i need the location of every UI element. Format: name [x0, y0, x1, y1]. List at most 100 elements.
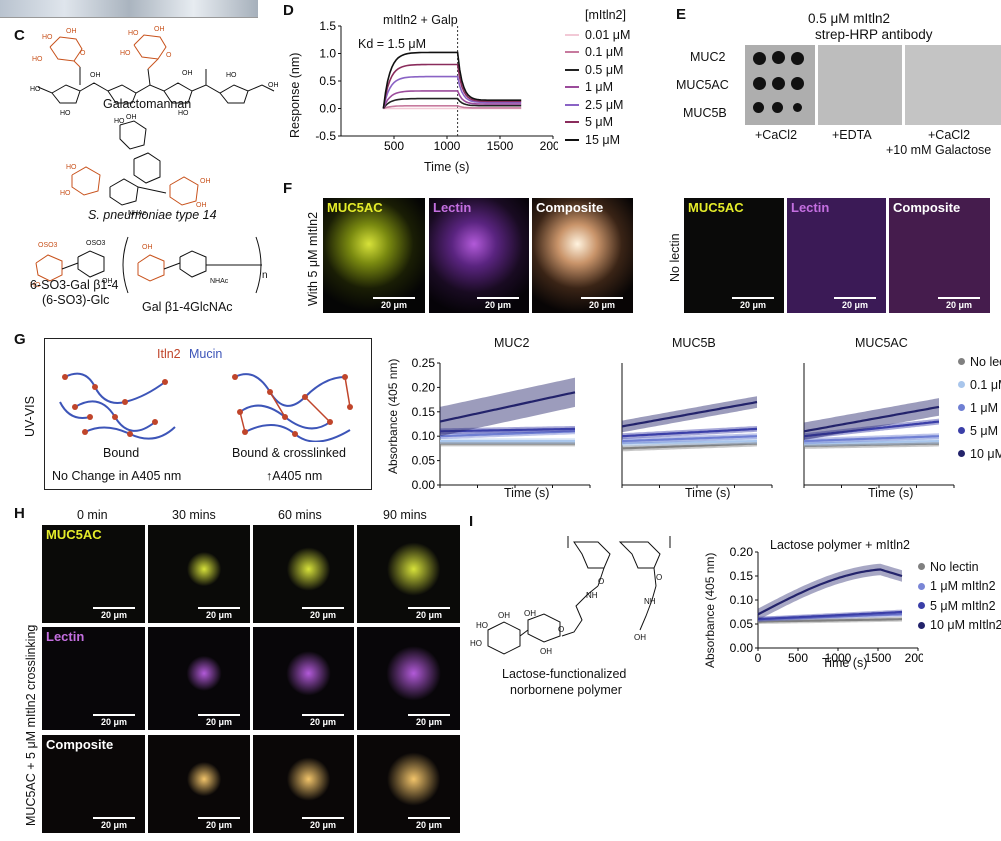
y-tick-label: 0.15	[412, 405, 436, 419]
legend-item: 1 μM	[565, 79, 630, 97]
repeat-n: n	[262, 270, 268, 281]
legend-item: 10 μM mItln2	[918, 616, 1001, 636]
blot-col-cacl2: +CaCl2	[755, 128, 798, 142]
x-tick-label: 0	[801, 488, 808, 490]
g-title-muc5ac: MUC5AC	[855, 336, 908, 350]
panel-g-schematic	[59, 372, 353, 442]
x-tick-label: 1000	[866, 488, 893, 490]
legend-item: 0.5 μM	[565, 61, 630, 79]
micro-h-tile: 20 μm	[148, 735, 250, 833]
legend-item: 5 μM	[958, 419, 1001, 442]
svg-text:O: O	[558, 625, 564, 634]
svg-text:HO: HO	[60, 110, 71, 117]
top-image-strip	[0, 0, 258, 18]
svg-text:OH: OH	[196, 202, 207, 209]
series-line	[621, 400, 758, 428]
lacnac-label: Gal β1-4GlcNAc	[142, 300, 233, 314]
panel-d-xlabel: Time (s)	[424, 160, 470, 174]
panel-letter-d: D	[283, 2, 294, 19]
x-tick-label: 500	[831, 488, 851, 490]
blot-edta	[818, 45, 902, 125]
y-tick-label: 0.00	[730, 641, 754, 655]
scale-bar: 20 μm	[302, 607, 344, 620]
series-line	[757, 568, 903, 616]
x-tick-label: 0	[437, 488, 444, 490]
micro-h-row-label: Lectin	[46, 629, 85, 644]
micro-f-muc5ac: MUC5AC 20 μm	[323, 198, 425, 313]
micro-h-tile: 20 μm	[148, 525, 250, 623]
y-tick-label: 1.5	[319, 19, 336, 33]
scale-bar: 20 μm	[93, 607, 135, 620]
scale-bar: 20 μm	[198, 817, 240, 830]
svg-text:OH: OH	[182, 70, 193, 77]
x-tick-label: 1500	[865, 651, 892, 665]
series-line	[757, 610, 903, 621]
svg-text:O: O	[80, 50, 86, 57]
legend-item: No lectin	[918, 557, 1001, 577]
svg-text:NH: NH	[644, 597, 656, 606]
series-line	[439, 430, 576, 438]
scale-bar: 20 μm	[198, 714, 240, 727]
svg-text:OH: OH	[126, 114, 137, 121]
x-tick-label: 1500	[903, 488, 930, 490]
panel-f-left-label: With 5 μM mItln2	[306, 211, 320, 306]
x-tick-label: 1500	[539, 488, 566, 490]
svg-text:OH: OH	[102, 278, 113, 285]
y-tick-label: 0.10	[412, 429, 436, 443]
panel-d-legend: 0.01 μM 0.1 μM 0.5 μM 1 μM 2.5 μM 5 μM 15 μM	[565, 26, 630, 149]
sulfated-label-2: (6-SO3)-Glc	[42, 293, 110, 307]
legend-item: 0.01 μM	[565, 26, 630, 44]
series-line	[804, 440, 939, 445]
g-xlabel-3: Time (s)	[868, 486, 914, 500]
micro-h-tile: 20 μm	[148, 627, 250, 730]
blot-row-muc2: MUC2	[690, 50, 726, 64]
svg-text:NHAc: NHAc	[210, 278, 229, 285]
series-line	[382, 75, 522, 109]
panel-letter-c: C	[14, 27, 25, 44]
series-line	[622, 440, 757, 445]
h-col-60: 60 mins	[278, 508, 322, 522]
svg-text:HO: HO	[32, 56, 43, 63]
scale-bar: 20 μm	[408, 817, 450, 830]
y-tick-label: 0.20	[730, 546, 754, 559]
series-line	[803, 442, 940, 448]
svg-text:OH: OH	[498, 611, 510, 620]
series-line	[382, 97, 522, 109]
micro-h-tile: 20 μm	[253, 627, 354, 730]
x-tick-label: 500	[788, 651, 808, 665]
x-tick-label: 500	[384, 139, 404, 153]
legend-item: 15 μM	[565, 131, 630, 149]
scale-bar: 20 μm	[93, 714, 135, 727]
panel-g-ylabel: Absorbance (405 nm)	[386, 358, 400, 474]
svg-text:HO: HO	[42, 34, 53, 41]
micro-f-nolectin-muc5ac: MUC5AC 20 μm	[684, 198, 784, 313]
y-tick-label: 0.15	[730, 569, 754, 583]
y-tick-label: 0.0	[319, 102, 336, 116]
svg-text:HO: HO	[226, 72, 237, 79]
x-tick-label: 500	[467, 488, 487, 490]
x-tick-label: 1000	[434, 139, 461, 153]
label-bound: Bound	[103, 446, 140, 460]
svg-text:OH: OH	[524, 609, 536, 618]
svg-text:OH: OH	[90, 72, 101, 79]
micro-f-composite: Composite 20 μm	[532, 198, 633, 313]
micro-h-row-label: MUC5AC	[46, 527, 102, 542]
micro-h-tile: Composite 20 μm	[42, 735, 145, 833]
series-line	[621, 442, 758, 450]
panel-letter-e: E	[676, 6, 687, 23]
panel-e-title-2: strep-HRP antibody	[815, 27, 933, 42]
sulfated-label-1: 6-SO3-Gal β1-4	[30, 278, 119, 292]
panel-g-schematic-box	[44, 338, 372, 490]
svg-text:HO: HO	[30, 86, 41, 93]
scale-bar: 20 μm	[302, 817, 344, 830]
legend-item: 5 μM mItln2	[918, 596, 1001, 616]
series-line	[621, 427, 758, 438]
legend-item: 10 μM	[958, 442, 1001, 465]
